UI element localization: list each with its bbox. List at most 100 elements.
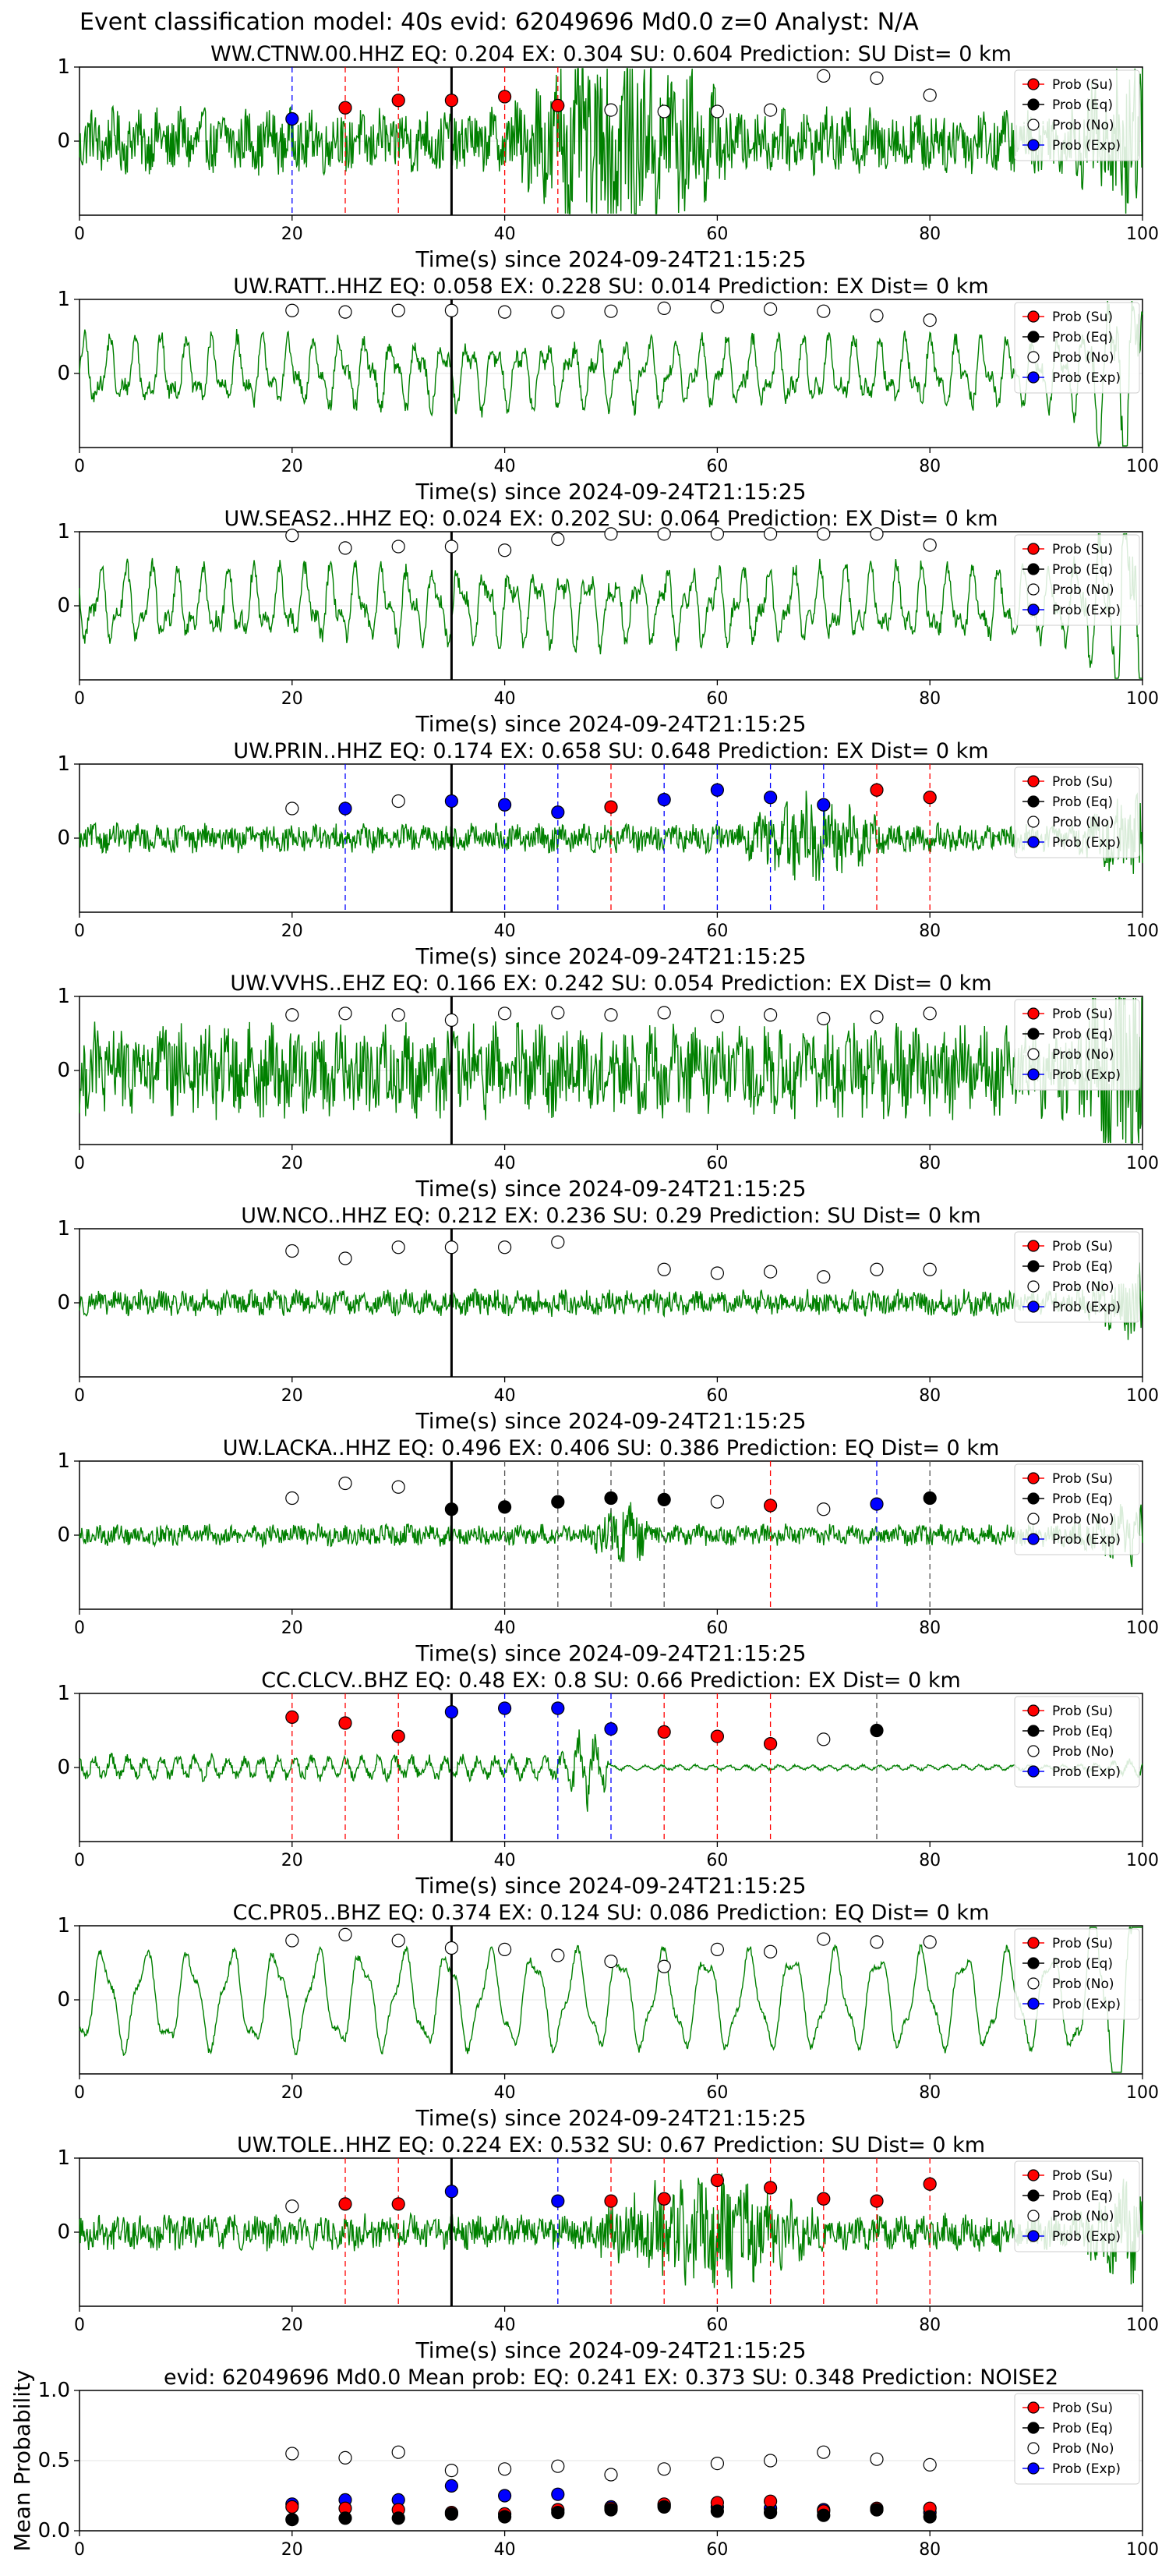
x-tick-label: 0 xyxy=(74,689,85,709)
station-panel-6: UW.LACKA..HHZ EQ: 0.496 EX: 0.406 SU: 0.… xyxy=(57,1436,1159,1666)
mean-marker-no xyxy=(817,2445,831,2459)
prob-marker-su xyxy=(870,783,884,797)
prob-marker-no xyxy=(497,1007,512,1021)
x-tick-label: 100 xyxy=(1126,457,1159,476)
waveform-line xyxy=(79,1729,1143,1812)
mean-marker-eq xyxy=(338,2511,352,2525)
prob-marker-su xyxy=(923,791,937,805)
legend-marker xyxy=(1027,2442,1040,2454)
y-tick-label: 1 xyxy=(57,1914,70,1937)
x-tick-label: 0 xyxy=(74,2540,85,2560)
legend-box xyxy=(1014,1463,1140,1555)
legend-marker xyxy=(1027,1300,1040,1313)
legend-marker xyxy=(1027,2401,1040,2414)
mean-marker-eq xyxy=(923,2510,937,2524)
x-tick-label: 80 xyxy=(919,689,941,709)
prob-marker-no xyxy=(338,1251,352,1265)
prob-marker-no xyxy=(657,1006,671,1020)
legend-label: Prob (Exp) xyxy=(1052,835,1121,851)
waveform-line xyxy=(79,68,1143,214)
prob-marker-no xyxy=(551,532,565,547)
mean-marker-no xyxy=(870,2452,884,2466)
prob-marker-no xyxy=(391,1934,405,1948)
prob-marker-no xyxy=(710,1010,725,1024)
x-tick-label: 100 xyxy=(1126,1154,1159,1173)
x-tick-label: 100 xyxy=(1126,225,1159,244)
x-tick-label: 60 xyxy=(706,2316,728,2335)
waveform-line xyxy=(79,1927,1143,2073)
prob-marker-no xyxy=(604,527,618,541)
prob-marker-no xyxy=(338,1007,352,1021)
station-panel-5: UW.NCO..HHZ EQ: 0.212 EX: 0.236 SU: 0.29… xyxy=(57,1204,1159,1434)
legend-marker xyxy=(1027,331,1040,343)
legend-marker xyxy=(1027,1068,1040,1081)
x-tick-label: 100 xyxy=(1126,922,1159,941)
station-panel-8: CC.PR05..BHZ EQ: 0.374 EX: 0.124 SU: 0.0… xyxy=(57,1901,1159,2131)
legend-box xyxy=(1014,302,1140,394)
legend-marker xyxy=(1027,1513,1040,1525)
prob-marker-exp xyxy=(870,1497,884,1511)
prob-marker-no xyxy=(763,1008,778,1022)
y-tick-label: 1 xyxy=(57,520,70,543)
panel-title: CC.PR05..BHZ EQ: 0.374 EX: 0.124 SU: 0.0… xyxy=(233,1901,990,1925)
legend-label: Prob (Eq) xyxy=(1052,330,1113,345)
prob-marker-no xyxy=(444,1013,459,1028)
legend-marker xyxy=(1027,1533,1040,1545)
y-tick-label: 0.5 xyxy=(38,2449,70,2472)
prob-marker-no xyxy=(285,529,299,543)
legend-marker xyxy=(1027,1048,1040,1060)
legend-marker xyxy=(1027,1745,1040,1757)
y-tick-label: 1 xyxy=(57,1217,70,1240)
prob-marker-no xyxy=(444,540,459,554)
legend-label: Prob (Eq) xyxy=(1052,97,1113,113)
prob-marker-no xyxy=(657,1959,671,1973)
legend-label: Prob (No) xyxy=(1052,1744,1114,1760)
y-tick-label: 0 xyxy=(57,1988,70,2012)
prob-marker-no xyxy=(763,103,778,117)
prob-marker-exp xyxy=(497,798,512,812)
prob-marker-eq xyxy=(923,1491,937,1506)
legend-label: Prob (Su) xyxy=(1052,1007,1113,1022)
prob-marker-no xyxy=(497,543,512,557)
y-axis-label: Mean Probability xyxy=(9,2369,35,2551)
y-tick-label: 1 xyxy=(57,2146,70,2170)
y-tick-label: 0.0 xyxy=(38,2519,70,2542)
legend-marker xyxy=(1027,543,1040,555)
mean-marker-no xyxy=(551,2459,565,2473)
x-tick-label: 20 xyxy=(281,1851,303,1870)
prob-marker-no xyxy=(497,1942,512,1956)
x-tick-label: 20 xyxy=(281,225,303,244)
x-tick-label: 100 xyxy=(1126,2540,1159,2560)
prob-marker-no xyxy=(923,88,937,102)
x-axis-label: Time(s) since 2024-09-24T21:15:25 xyxy=(415,2105,806,2131)
prob-marker-su xyxy=(763,1737,778,1751)
x-tick-label: 80 xyxy=(919,1619,941,1638)
y-tick-label: 0 xyxy=(57,1756,70,1779)
legend-marker xyxy=(1027,1725,1040,1737)
y-tick-label: 1 xyxy=(57,1682,70,1705)
prob-marker-no xyxy=(444,303,459,317)
legend-label: Prob (Eq) xyxy=(1052,2189,1113,2204)
station-panel-9: UW.TOLE..HHZ EQ: 0.224 EX: 0.532 SU: 0.6… xyxy=(57,2133,1159,2363)
prob-marker-su xyxy=(444,94,459,108)
prob-marker-exp xyxy=(551,805,565,819)
prob-marker-su xyxy=(391,94,405,108)
prob-marker-no xyxy=(551,1006,565,1020)
legend-label: Prob (No) xyxy=(1052,1976,1114,1992)
mean-marker-no xyxy=(497,2462,512,2476)
prob-marker-no xyxy=(391,303,405,317)
x-tick-label: 60 xyxy=(706,1619,728,1638)
prob-marker-no xyxy=(817,1270,831,1284)
prob-marker-no xyxy=(285,2199,299,2213)
prob-marker-no xyxy=(710,527,725,541)
legend-marker xyxy=(1027,2422,1040,2434)
prob-marker-no xyxy=(923,1262,937,1276)
legend-marker xyxy=(1027,371,1040,384)
legend-marker xyxy=(1027,98,1040,111)
waveform-line xyxy=(79,300,1143,447)
prob-marker-no xyxy=(817,527,831,541)
prob-marker-su xyxy=(923,2177,937,2191)
legend-label: Prob (No) xyxy=(1052,1279,1114,1295)
prob-marker-exp xyxy=(551,2194,565,2208)
